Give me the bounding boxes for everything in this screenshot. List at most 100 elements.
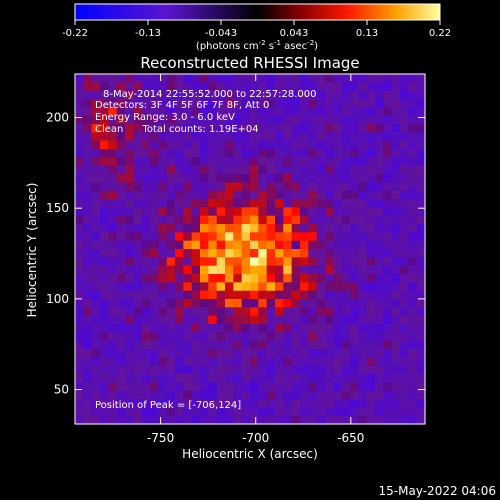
heatmap-cell	[300, 240, 309, 250]
heatmap-cell	[150, 165, 159, 175]
heatmap-cell	[108, 190, 118, 200]
heatmap-cell	[316, 190, 326, 200]
heatmap-cell	[116, 340, 126, 350]
heatmap-cell	[200, 290, 209, 300]
heatmap-cell	[200, 307, 209, 317]
heatmap-cell	[200, 182, 209, 192]
heatmap-cell	[166, 82, 176, 92]
heatmap-cell	[275, 132, 284, 142]
heatmap-cell	[283, 340, 293, 350]
heatmap-cell	[116, 274, 126, 283]
heatmap-cell	[400, 340, 409, 350]
footer-timestamp: 15-May-2022 04:06	[379, 484, 496, 498]
heatmap-cell	[141, 199, 151, 208]
heatmap-cell	[258, 307, 268, 317]
heatmap-cell	[100, 415, 109, 425]
heatmap-cell	[141, 265, 151, 275]
heatmap-cell	[266, 407, 276, 417]
heatmap-cell	[408, 207, 418, 217]
heatmap-cell	[225, 274, 234, 283]
heatmap-cell	[141, 374, 151, 383]
heatmap-cell	[100, 365, 109, 375]
heatmap-cell	[225, 74, 234, 83]
heatmap-cell	[216, 332, 226, 342]
colorbar-tick-label: -0.043	[205, 28, 237, 39]
heatmap-cell	[291, 115, 301, 125]
heatmap-cell	[300, 199, 309, 208]
heatmap-cell	[241, 190, 251, 200]
heatmap-cell	[383, 115, 393, 125]
heatmap-cell	[266, 257, 276, 267]
heatmap-cell	[108, 365, 118, 375]
heatmap-cell	[191, 124, 201, 133]
heatmap-cell	[341, 257, 351, 267]
heatmap-cell	[133, 115, 143, 125]
heatmap-cell	[358, 315, 368, 325]
heatmap-cell	[375, 149, 384, 158]
heatmap-cell	[183, 82, 193, 92]
heatmap-cell	[258, 240, 268, 250]
heatmap-cell	[183, 132, 193, 142]
heatmap-cell	[183, 165, 193, 175]
heatmap-cell	[91, 249, 101, 258]
heatmap-cell	[266, 290, 276, 300]
heatmap-cell	[283, 257, 293, 267]
heatmap-cell	[275, 324, 284, 333]
heatmap-cell	[241, 149, 251, 158]
heatmap-cell	[233, 232, 243, 242]
heatmap-cell	[241, 299, 251, 308]
heatmap-cell	[291, 290, 301, 300]
heatmap-cell	[100, 157, 109, 167]
heatmap-cell	[333, 232, 343, 242]
heatmap-cell	[75, 240, 84, 250]
heatmap-cell	[366, 274, 376, 283]
heatmap-cell	[350, 357, 359, 367]
heatmap-cell	[400, 149, 409, 158]
heatmap-cell	[300, 274, 309, 283]
heatmap-cell	[283, 165, 293, 175]
heatmap-cell	[341, 307, 351, 317]
heatmap-cell	[283, 290, 293, 300]
heatmap-cell	[100, 99, 109, 108]
heatmap-cell	[258, 249, 268, 258]
heatmap-cell	[383, 190, 393, 200]
heatmap-cell	[141, 207, 151, 217]
heatmap-cell	[300, 382, 309, 392]
heatmap-cell	[150, 357, 159, 367]
heatmap-cell	[83, 249, 93, 258]
heatmap-cell	[341, 74, 351, 83]
heatmap-cell	[383, 165, 393, 175]
heatmap-cell	[225, 257, 234, 267]
heatmap-cell	[391, 257, 401, 267]
heatmap-cell	[258, 257, 268, 267]
heatmap-cell	[308, 315, 318, 325]
heatmap-cell	[316, 74, 326, 83]
heatmap-cell	[266, 165, 276, 175]
heatmap-cell	[300, 149, 309, 158]
heatmap-cell	[391, 365, 401, 375]
heatmap-cell	[83, 224, 93, 233]
heatmap-cell	[341, 232, 351, 242]
heatmap-cell	[408, 340, 418, 350]
heatmap-cell	[83, 240, 93, 250]
heatmap-cell	[366, 307, 376, 317]
heatmap-cell	[283, 349, 293, 358]
heatmap-cell	[125, 399, 134, 408]
heatmap-cell	[408, 107, 418, 117]
heatmap-cell	[250, 299, 259, 308]
heatmap-cell	[333, 249, 343, 258]
heatmap-cell	[183, 115, 193, 125]
heatmap-cell	[366, 332, 376, 342]
heatmap-cell	[166, 357, 176, 367]
heatmap-cell	[325, 382, 334, 392]
heatmap-cell	[191, 149, 201, 158]
heatmap-cell	[383, 374, 393, 383]
heatmap-cell	[175, 157, 184, 167]
heatmap-cell	[241, 74, 251, 83]
heatmap-cell	[325, 349, 334, 358]
heatmap-cell	[366, 349, 376, 358]
heatmap-cell	[141, 274, 151, 283]
heatmap-cell	[200, 199, 209, 208]
heatmap-cell	[416, 107, 426, 117]
heatmap-cell	[208, 290, 218, 300]
